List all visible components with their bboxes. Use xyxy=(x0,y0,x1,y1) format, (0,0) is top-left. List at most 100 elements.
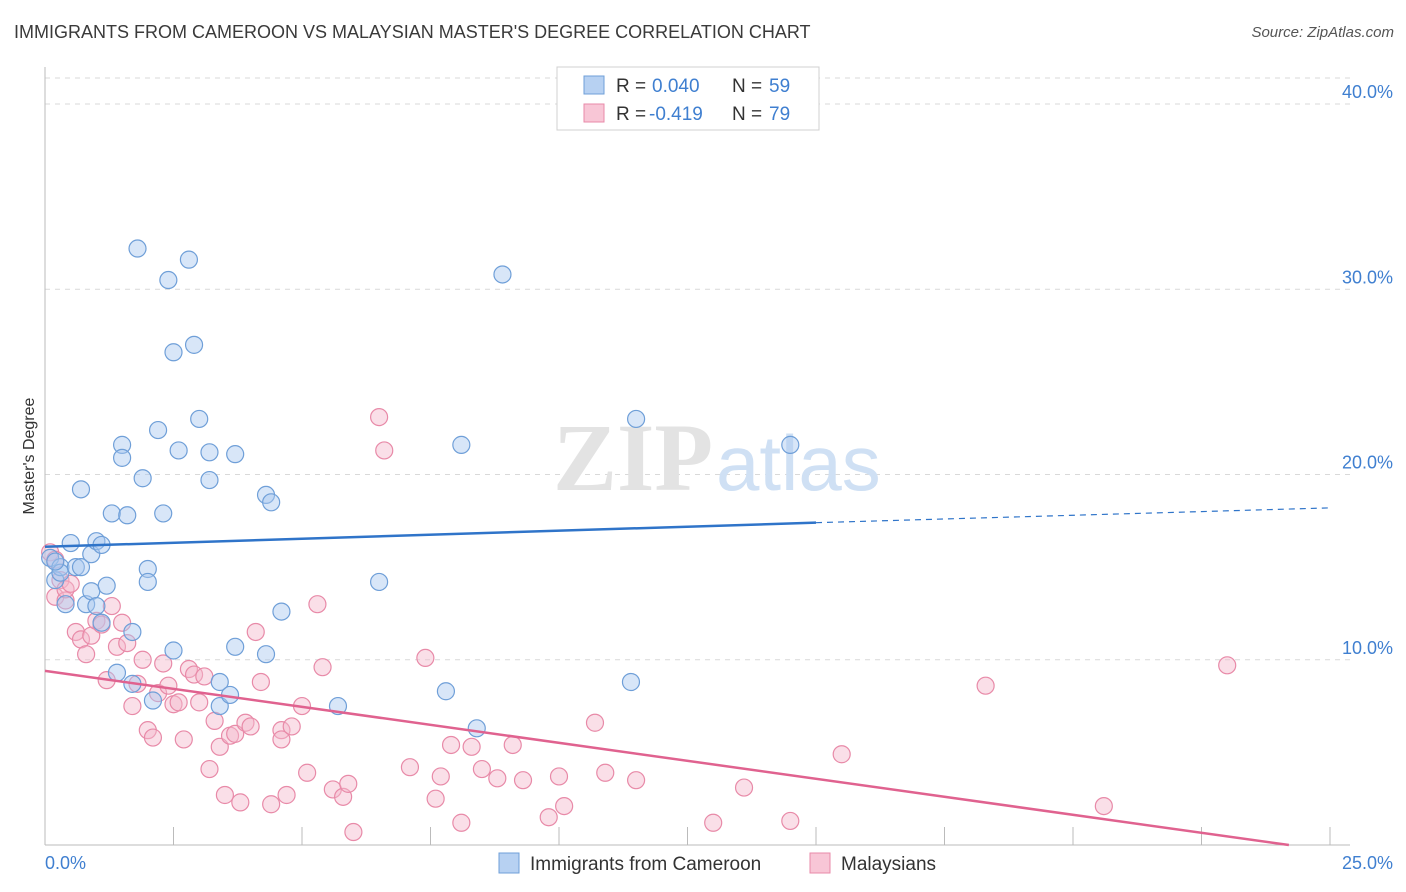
malaysians-point xyxy=(190,693,209,712)
y-tick-label: 10.0% xyxy=(1342,638,1393,658)
malaysians-point xyxy=(313,658,332,677)
malaysians-point xyxy=(246,622,265,642)
cameroon-point xyxy=(210,696,229,716)
malaysians-point xyxy=(431,767,450,786)
malaysians-point xyxy=(462,737,481,756)
series-swatch-blue xyxy=(498,852,520,874)
malaysians-point xyxy=(555,796,574,816)
cameroon-point xyxy=(256,645,276,664)
malaysians-point xyxy=(56,580,75,599)
malaysians-point xyxy=(200,759,219,779)
malaysians-point xyxy=(488,769,507,788)
malaysians-point xyxy=(159,676,178,695)
malaysians-point xyxy=(400,758,420,777)
cameroon-point xyxy=(200,443,219,462)
cameroon-point xyxy=(184,335,204,354)
cameroon-point xyxy=(226,637,245,656)
cameroon-point xyxy=(128,239,147,258)
cameroon-point xyxy=(436,682,456,701)
cameroon-point xyxy=(61,533,80,553)
cameroon-point xyxy=(210,672,229,692)
cameroon-point xyxy=(262,493,281,512)
malaysians-point xyxy=(143,728,163,747)
malaysians-point xyxy=(832,745,851,764)
malaysians-point xyxy=(344,822,363,842)
malaysians-point xyxy=(426,789,445,808)
cameroon-point xyxy=(112,435,132,454)
malaysians-point xyxy=(272,721,291,740)
cameroon-point xyxy=(190,409,209,429)
malaysians-points xyxy=(41,408,1237,842)
malaysians-point xyxy=(549,767,569,786)
cameroon-point xyxy=(107,663,127,682)
cameroon-point xyxy=(138,572,157,592)
cameroon-point xyxy=(118,506,137,525)
malaysians-point xyxy=(241,717,260,736)
cameroon-point xyxy=(272,602,291,621)
malaysians-point xyxy=(226,724,245,743)
series-label-cameroon: Immigrants from Cameroon xyxy=(530,854,761,875)
y-tick-label: 20.0% xyxy=(1342,453,1393,473)
cameroon-point xyxy=(626,409,646,429)
malaysians-trend-line xyxy=(44,669,1290,847)
cameroon-point xyxy=(200,470,219,490)
cameroon-point xyxy=(102,504,121,523)
cameroon-point xyxy=(452,435,471,454)
legend-swatch-pink xyxy=(583,103,605,123)
malaysians-point xyxy=(107,637,127,656)
malaysians-point xyxy=(704,813,723,832)
cameroon-point xyxy=(71,480,91,499)
cameroon-point xyxy=(621,672,641,692)
cameroon-trend-line xyxy=(44,521,817,549)
malaysians-point xyxy=(370,408,389,427)
legend-swatch-blue xyxy=(583,75,605,95)
trend-lines xyxy=(44,507,1331,847)
legend-r-value: 0.040 xyxy=(652,76,700,97)
cameroon-points xyxy=(41,239,800,738)
malaysians-point xyxy=(231,793,250,812)
malaysians-point xyxy=(734,778,754,797)
x-tick-labels: 0.0% 25.0% xyxy=(45,853,1393,873)
malaysians-point xyxy=(452,813,471,832)
x-tick-label: 0.0% xyxy=(45,853,86,873)
malaysians-point xyxy=(112,613,132,632)
series-label-malaysians: Malaysians xyxy=(841,854,936,875)
legend-r-label: R = xyxy=(616,104,646,125)
cameroon-point xyxy=(179,250,199,269)
malaysians-point xyxy=(513,771,533,790)
cameroon-point xyxy=(169,441,188,460)
cameroon-point xyxy=(51,558,70,577)
cameroon-point xyxy=(123,622,142,642)
cameroon-point xyxy=(66,558,85,577)
cameroon-point xyxy=(143,691,163,710)
cameroon-point xyxy=(226,445,245,464)
cameroon-point xyxy=(154,504,173,523)
malaysians-point xyxy=(251,672,270,692)
malaysians-point xyxy=(375,441,394,460)
cameroon-point xyxy=(56,595,75,614)
malaysians-point xyxy=(174,730,193,749)
cameroon-point xyxy=(781,435,800,454)
malaysians-point xyxy=(503,735,522,755)
malaysians-point xyxy=(169,693,188,712)
malaysians-point xyxy=(61,574,80,593)
malaysians-point xyxy=(154,654,173,673)
source-label: Source: ZipAtlas.com xyxy=(1251,24,1394,41)
x-tick-label: 25.0% xyxy=(1342,853,1393,873)
malaysians-point xyxy=(298,763,317,782)
legend-n-value: 79 xyxy=(769,104,790,125)
malaysians-point xyxy=(195,667,214,686)
cameroon-point xyxy=(87,596,106,616)
malaysians-point xyxy=(308,595,327,614)
malaysians-point xyxy=(596,763,615,782)
malaysians-point xyxy=(262,795,281,814)
cameroon-point xyxy=(370,572,389,592)
malaysians-point xyxy=(1218,656,1237,675)
series-legend: Immigrants from Cameroon Malaysians xyxy=(498,852,936,875)
cameroon-point xyxy=(467,719,486,738)
stats-legend: R = 0.040 N = 59 R = -0.419 N = 79 xyxy=(556,66,820,131)
malaysians-point xyxy=(210,737,229,756)
malaysians-point xyxy=(441,735,461,755)
malaysians-point xyxy=(179,659,199,679)
